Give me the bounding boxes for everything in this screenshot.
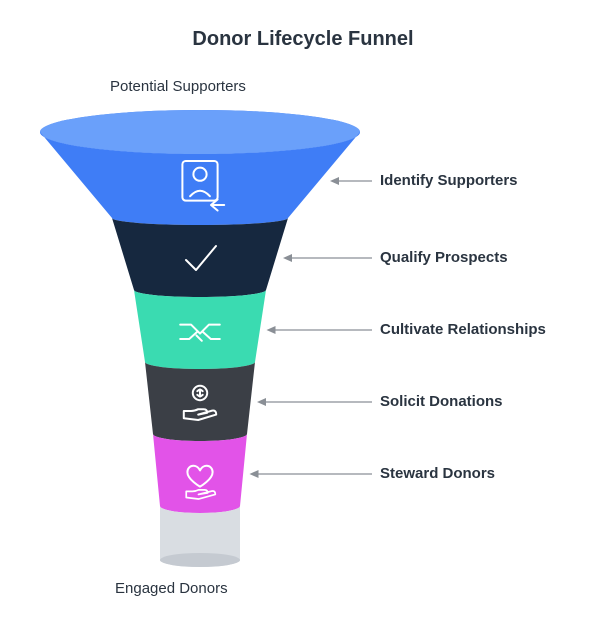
stage-label-2: Cultivate Relationships: [380, 321, 546, 338]
stage-label-4: Steward Donors: [380, 465, 495, 482]
stage-label-1: Qualify Prospects: [380, 249, 508, 266]
funnel-segment-2: [134, 290, 266, 369]
funnel-segment-3: [145, 362, 255, 441]
funnel-bottom-label: Engaged Donors: [115, 580, 228, 597]
funnel-segment-1: [112, 218, 288, 297]
funnel-top-label: Potential Supporters: [110, 78, 246, 95]
funnel-diagram: [30, 110, 370, 580]
stage-label-0: Identify Supporters: [380, 172, 518, 189]
page-title: Donor Lifecycle Funnel: [0, 28, 606, 51]
funnel-segment-4: [153, 434, 247, 513]
stage-label-3: Solicit Donations: [380, 393, 503, 410]
